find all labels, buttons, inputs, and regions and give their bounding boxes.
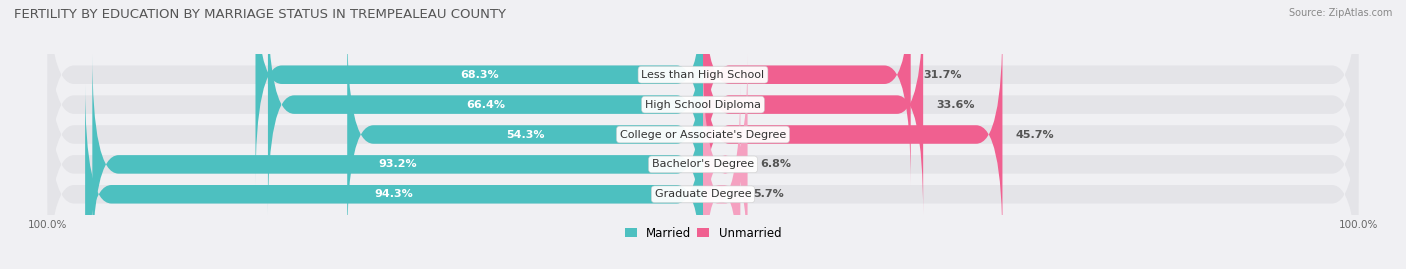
FancyBboxPatch shape [48, 54, 1358, 269]
FancyBboxPatch shape [703, 0, 911, 185]
Text: Source: ZipAtlas.com: Source: ZipAtlas.com [1288, 8, 1392, 18]
Text: 33.6%: 33.6% [936, 100, 974, 109]
FancyBboxPatch shape [48, 0, 1358, 215]
Text: 6.8%: 6.8% [761, 160, 792, 169]
FancyBboxPatch shape [93, 54, 703, 269]
Text: 66.4%: 66.4% [465, 100, 505, 109]
FancyBboxPatch shape [703, 54, 748, 269]
FancyBboxPatch shape [86, 84, 703, 269]
Text: Graduate Degree: Graduate Degree [655, 189, 751, 199]
Text: 5.7%: 5.7% [754, 189, 785, 199]
Text: 93.2%: 93.2% [378, 160, 418, 169]
Text: FERTILITY BY EDUCATION BY MARRIAGE STATUS IN TREMPEALEAU COUNTY: FERTILITY BY EDUCATION BY MARRIAGE STATU… [14, 8, 506, 21]
Text: Less than High School: Less than High School [641, 70, 765, 80]
FancyBboxPatch shape [703, 0, 924, 215]
Legend: Married, Unmarried: Married, Unmarried [620, 222, 786, 245]
Text: High School Diploma: High School Diploma [645, 100, 761, 109]
Text: College or Associate's Degree: College or Associate's Degree [620, 129, 786, 140]
Text: 94.3%: 94.3% [374, 189, 413, 199]
Text: 31.7%: 31.7% [924, 70, 962, 80]
Text: Bachelor's Degree: Bachelor's Degree [652, 160, 754, 169]
Text: 54.3%: 54.3% [506, 129, 544, 140]
FancyBboxPatch shape [256, 0, 703, 185]
FancyBboxPatch shape [703, 84, 741, 269]
FancyBboxPatch shape [48, 0, 1358, 185]
FancyBboxPatch shape [269, 0, 703, 215]
FancyBboxPatch shape [48, 84, 1358, 269]
FancyBboxPatch shape [703, 24, 1002, 245]
Text: 68.3%: 68.3% [460, 70, 499, 80]
FancyBboxPatch shape [48, 24, 1358, 245]
FancyBboxPatch shape [347, 24, 703, 245]
Text: 45.7%: 45.7% [1015, 129, 1054, 140]
